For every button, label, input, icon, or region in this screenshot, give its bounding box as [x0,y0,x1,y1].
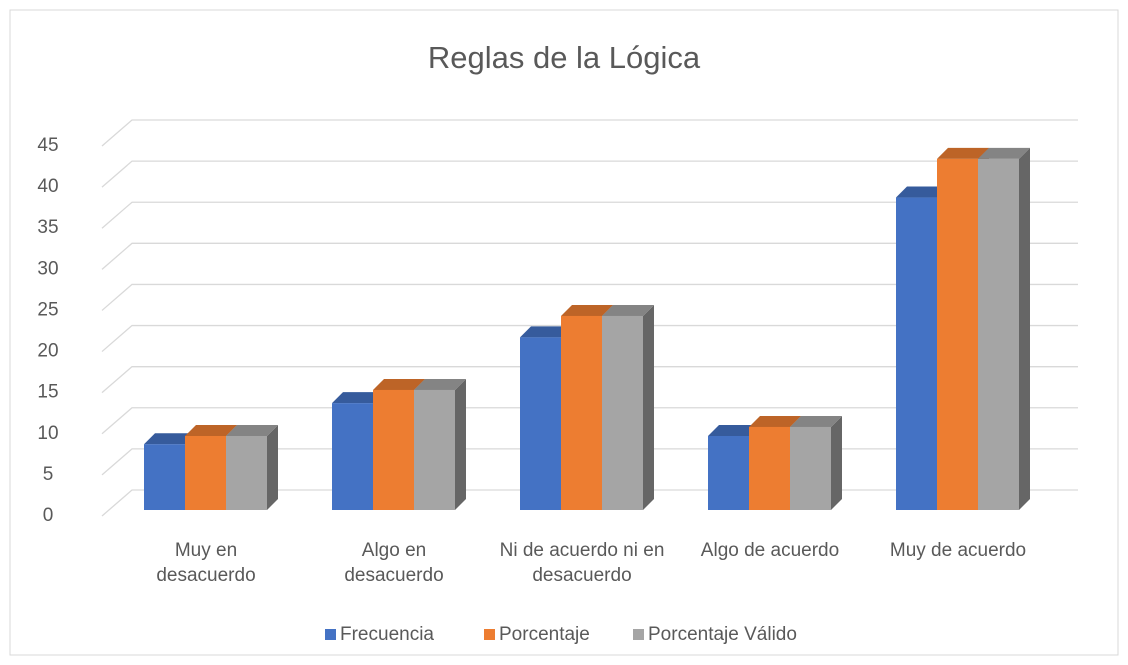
bar-top [602,304,654,316]
x-tick-label: Ni de acuerdo ni en desacuerdo [499,540,665,586]
y-tick-label: 40 [37,176,58,197]
bar-top [937,147,989,159]
bar-front [978,158,1019,510]
y-tick-label: 0 [43,505,54,526]
bar-top [520,326,572,338]
bar [978,147,1030,510]
bar-top [708,425,760,436]
bar-side [267,425,278,510]
legend-label: Frecuencia [340,624,434,645]
bar [602,304,654,510]
grid-line [101,160,1078,188]
legend-swatch [325,629,336,640]
bar-front [602,315,643,510]
bar-top [144,433,196,445]
grid-line [101,366,1078,394]
bar-front [144,444,185,510]
grid-line [101,201,1078,229]
grid-line [101,324,1078,353]
x-tick-label: Algo en desacuerdo [344,540,444,586]
bar-side [831,415,842,510]
grid-line [101,242,1078,270]
legend-label: Porcentaje Válido [648,624,797,645]
y-tick-label: 15 [37,382,58,403]
bar-front [937,158,978,510]
y-tick-label: 30 [37,258,58,279]
x-tick-label: Muy en desacuerdo [156,540,256,586]
bar-top [749,415,801,427]
y-tick-label: 10 [37,423,58,444]
y-tick-label: 25 [37,299,58,320]
legend-label: Porcentaje [499,624,590,645]
grid-line [101,407,1078,435]
bar-side [1019,147,1030,510]
legend-swatch [633,629,644,640]
bar-side [455,378,466,510]
grid-line [101,119,1078,147]
bar-front [520,337,561,510]
bar-front [185,436,226,510]
x-tick-label: Muy de acuerdo [889,540,1027,561]
bar-top [790,415,842,427]
bar-side [643,304,654,510]
chart-title: Reglas de la Lógica [428,40,701,75]
bar-front [896,197,937,511]
bar-front [561,315,602,510]
bar-top [561,304,613,316]
y-tick-label: 20 [37,341,58,362]
bar-front [708,436,749,510]
x-tick-label: Algo de acuerdo [700,540,840,561]
bar-top [185,425,237,436]
bar-front [749,426,790,510]
bar-top [978,147,1030,159]
bar-front [226,436,267,510]
grid-line [101,283,1078,311]
bar-front [332,403,373,510]
bar-front [790,426,831,510]
bar-top [414,378,466,390]
bar-front [414,389,455,510]
bar-top [896,186,948,198]
bar [790,415,842,510]
y-tick-label: 35 [37,217,58,238]
bar [414,378,466,510]
y-tick-label: 5 [43,464,54,485]
bar-top [332,392,384,404]
bar-front [373,389,414,510]
bar [226,425,278,510]
bar-top [226,425,278,436]
bar-top [373,378,425,390]
y-tick-label: 45 [37,135,58,156]
legend-swatch [484,629,495,640]
